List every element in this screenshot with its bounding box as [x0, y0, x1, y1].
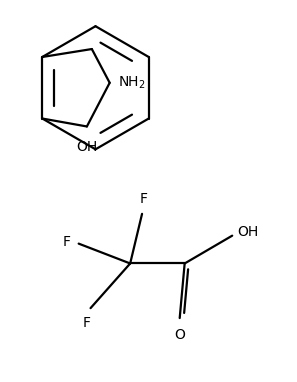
Text: F: F — [83, 316, 91, 330]
Text: OH: OH — [237, 225, 258, 239]
Text: F: F — [63, 235, 71, 249]
Text: NH$_2$: NH$_2$ — [118, 74, 145, 91]
Text: OH: OH — [76, 140, 97, 154]
Text: O: O — [174, 328, 185, 342]
Text: F: F — [140, 192, 148, 206]
